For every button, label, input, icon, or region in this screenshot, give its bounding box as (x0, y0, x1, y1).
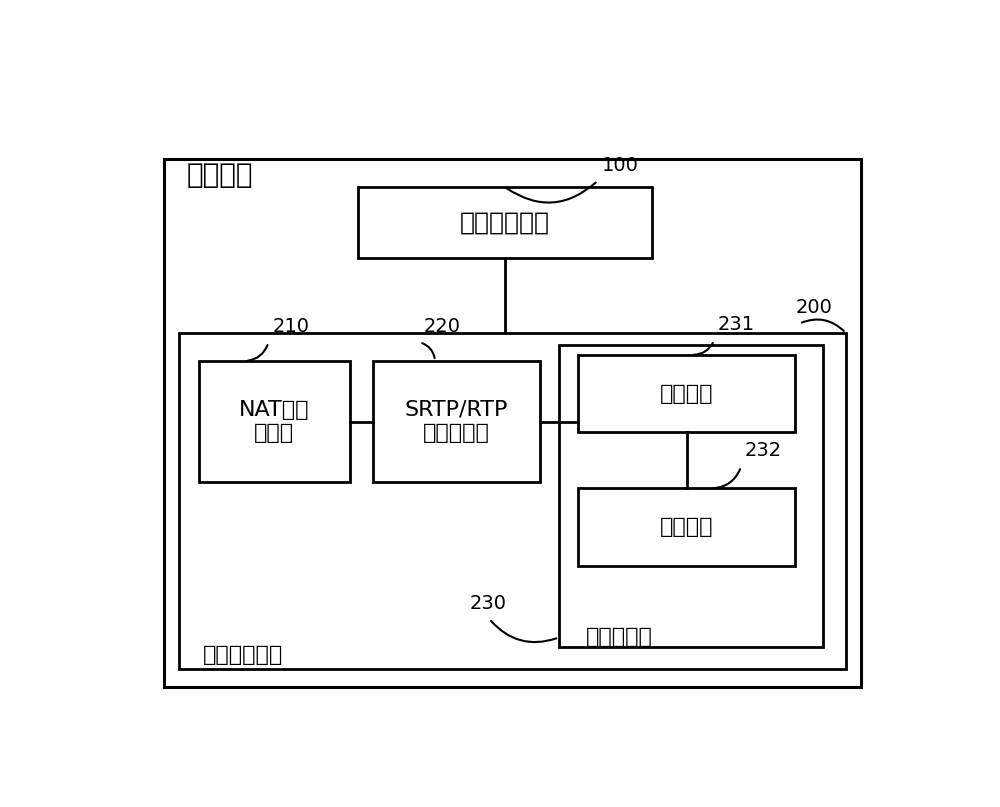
Text: 媒体网关: 媒体网关 (187, 161, 254, 189)
Text: 230: 230 (470, 594, 507, 613)
Text: 200: 200 (795, 299, 832, 317)
Text: 会话管理模块: 会话管理模块 (460, 211, 550, 235)
FancyBboxPatch shape (164, 159, 861, 688)
FancyBboxPatch shape (199, 361, 350, 482)
FancyBboxPatch shape (578, 355, 795, 433)
Text: 220: 220 (423, 317, 460, 336)
Text: 210: 210 (272, 317, 309, 336)
FancyBboxPatch shape (559, 345, 823, 646)
Text: 控制单元: 控制单元 (660, 383, 714, 404)
Text: 232: 232 (745, 441, 782, 460)
Text: 转码子模块: 转码子模块 (586, 627, 653, 646)
Text: 转码单元: 转码单元 (660, 517, 714, 537)
Text: NAT穿越
子模块: NAT穿越 子模块 (239, 400, 309, 443)
FancyBboxPatch shape (373, 361, 540, 482)
Text: 媒体传输模块: 媒体传输模块 (202, 646, 283, 666)
Text: 100: 100 (602, 156, 639, 174)
FancyBboxPatch shape (578, 488, 795, 566)
FancyBboxPatch shape (179, 333, 846, 668)
Text: SRTP/RTP
转换子模块: SRTP/RTP 转换子模块 (405, 400, 508, 443)
FancyBboxPatch shape (358, 187, 652, 258)
Text: 231: 231 (718, 316, 755, 334)
